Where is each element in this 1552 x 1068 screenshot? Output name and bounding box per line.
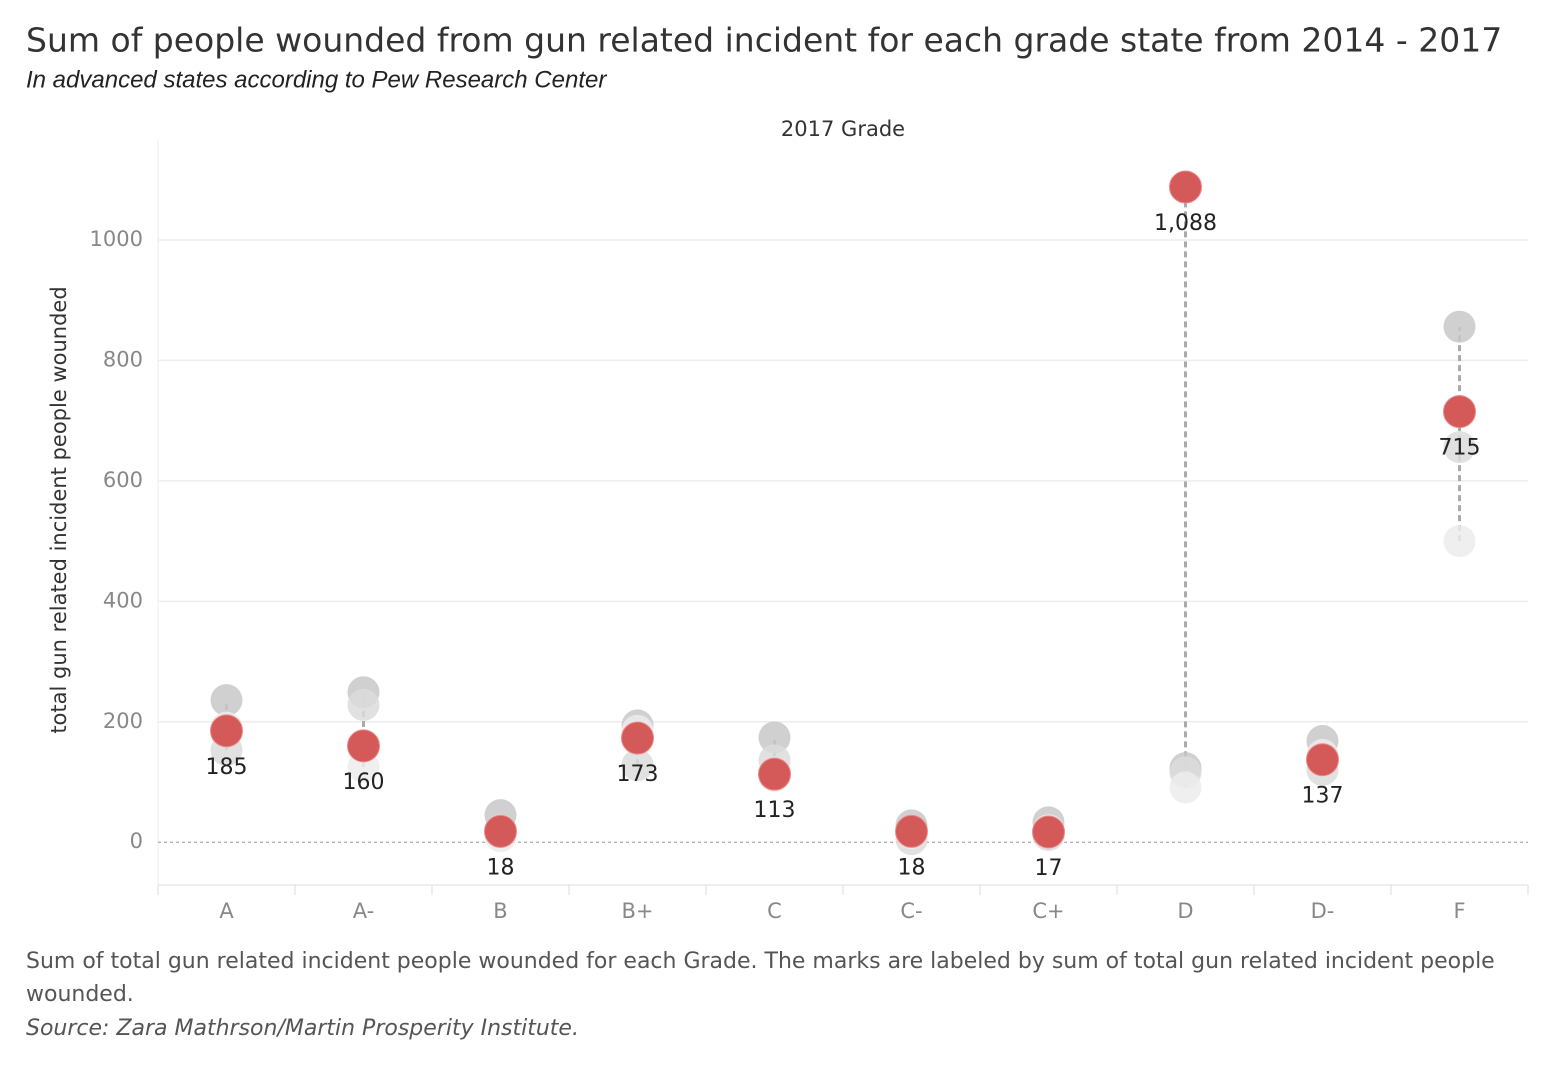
x-tick-label: C- [900, 899, 922, 923]
y-tick-label: 1000 [90, 227, 143, 251]
y-tick-label: 0 [130, 829, 143, 853]
source: Source: Zara Mathrson/Martin Prosperity … [26, 1016, 579, 1041]
dot-2017 [1443, 395, 1476, 429]
dot-2017 [758, 757, 791, 791]
y-tick-label: 400 [103, 588, 143, 612]
data-label: 160 [343, 770, 385, 795]
dot-2017 [1306, 743, 1339, 777]
data-label: 137 [1302, 784, 1344, 809]
data-label: 1,088 [1154, 211, 1217, 236]
x-tick-label: C+ [1032, 899, 1064, 923]
data-label: 113 [754, 798, 796, 823]
caption: Sum of total gun related incident people… [26, 949, 1495, 1007]
caption-box: Sum of total gun related incident people… [26, 949, 1495, 1007]
chart-subtitle: In advanced states according to Pew Rese… [26, 66, 607, 93]
y-axis-label: total gun related incident people wounde… [47, 286, 71, 733]
dot-2017 [895, 814, 928, 848]
dot-earlier [621, 749, 654, 782]
data-label: 17 [1035, 856, 1063, 881]
x-tick-label: B+ [621, 899, 653, 923]
dot-2017 [1169, 170, 1202, 204]
x-tick-label: C [767, 899, 782, 923]
x-tick-label: A- [353, 899, 374, 923]
header-label: 2017 Grade [781, 117, 905, 141]
y-tick-label: 600 [103, 468, 143, 492]
data-label: 18 [898, 855, 926, 880]
dot-2017 [484, 814, 517, 848]
data-label: 185 [206, 755, 248, 780]
data-label: 18 [487, 855, 515, 880]
dot-2017 [347, 729, 380, 763]
y-tick-label: 800 [103, 347, 143, 371]
x-tick-label: A [219, 899, 234, 923]
dot-earlier [1443, 310, 1476, 343]
x-tick-label: B [493, 899, 507, 923]
x-tick-label: F [1453, 899, 1465, 923]
dot-earlier [1443, 525, 1476, 558]
x-tick-label: D- [1311, 899, 1335, 923]
data-label: 173 [617, 762, 659, 787]
dot-earlier [1443, 431, 1476, 464]
dot-earlier [1169, 771, 1202, 804]
dot-earlier [758, 721, 791, 754]
chart-title: Sum of people wounded from gun related i… [26, 21, 1502, 60]
y-tick-label: 200 [103, 709, 143, 733]
dot-earlier [210, 684, 243, 717]
x-tick-label: D [1177, 899, 1193, 923]
dot-earlier [347, 688, 380, 721]
dot-2017 [1032, 815, 1065, 849]
dot-2017 [210, 714, 243, 748]
dot-2017 [621, 721, 654, 755]
data-label: 715 [1439, 436, 1481, 461]
